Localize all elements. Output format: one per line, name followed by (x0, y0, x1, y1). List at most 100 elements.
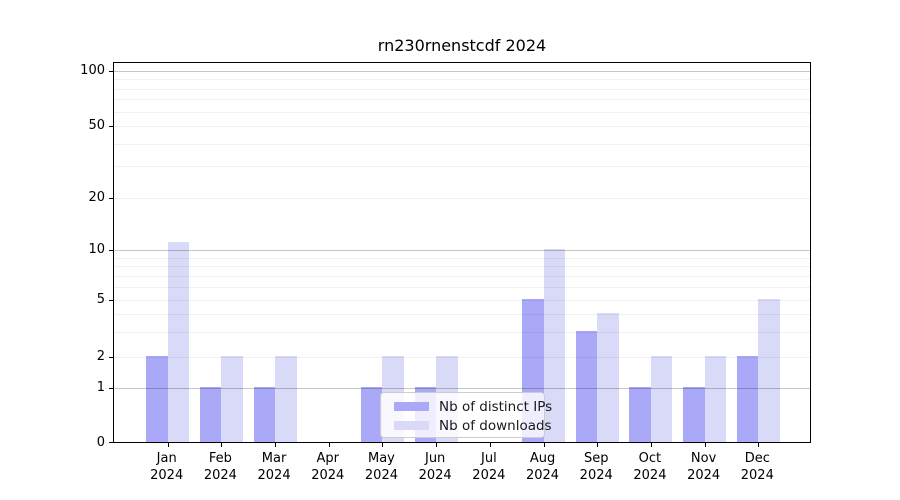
x-tick-oct (650, 443, 652, 447)
x-tick-year: 2024 (472, 468, 506, 483)
y-tick-5 (109, 300, 113, 301)
x-tick-month: Jun (424, 451, 446, 466)
x-tick-label-jul: Jul 2024 (449, 450, 529, 484)
x-tick-month: Sep (583, 451, 609, 466)
y-tick-1 (109, 388, 113, 389)
chart-title: rn230rnenstcdf 2024 (377, 36, 547, 55)
bar-nb-of-downloads-dec (758, 299, 780, 442)
gridline-minor-40 (114, 143, 810, 145)
x-tick-label-feb: Feb 2024 (180, 450, 260, 484)
x-tick-label-sep: Sep 2024 (556, 450, 636, 484)
gridline-minor-6 (114, 286, 810, 288)
legend-row-nb-of-downloads: Nb of downloads (381, 416, 552, 435)
x-tick-feb (221, 443, 223, 447)
y-tick-10 (109, 250, 113, 251)
gridline-minor-20 (114, 198, 810, 199)
x-tick-label-jan: Jan 2024 (127, 450, 207, 484)
y-tick-label-20: 20 (88, 190, 105, 205)
gridline-minor-80 (114, 88, 810, 90)
x-tick-apr (328, 443, 330, 447)
bar-nb-of-distinct-ips-sep (575, 330, 598, 442)
bar-nb-of-distinct-ips-may (360, 387, 383, 442)
y-tick-0 (109, 442, 113, 443)
gridline-minor-70 (114, 99, 810, 101)
x-tick-year: 2024 (311, 468, 345, 483)
y-tick-label-100: 100 (80, 63, 105, 78)
y-tick-2 (109, 357, 113, 358)
bar-nb-of-distinct-ips-mar (253, 387, 276, 442)
x-tick-aug (543, 443, 545, 447)
gridline-minor-30 (114, 166, 810, 168)
y-tick-50 (109, 126, 113, 127)
bar-nb-of-downloads-oct (650, 356, 673, 442)
y-tick-label-1: 1 (96, 380, 105, 395)
bar-nb-of-downloads-mar (275, 356, 297, 442)
gridline-minor-50 (114, 126, 810, 127)
gridline-major-1 (114, 388, 810, 389)
x-tick-month: Jul (481, 451, 497, 466)
x-tick-year: 2024 (740, 468, 774, 483)
y-tick-label-10: 10 (88, 242, 105, 257)
gridline-minor-90 (114, 79, 810, 81)
x-tick-year: 2024 (525, 468, 560, 483)
gridline-minor-2 (114, 357, 810, 358)
x-tick-nov (704, 443, 706, 447)
x-tick-month: Apr (316, 451, 340, 466)
y-tick-label-50: 50 (88, 118, 105, 133)
legend-swatch-nb-of-downloads (394, 421, 429, 430)
x-tick-sep (597, 443, 599, 447)
x-tick-year: 2024 (418, 468, 452, 483)
x-tick-month: Mar (261, 451, 287, 466)
bar-nb-of-downloads-sep (597, 312, 619, 442)
x-tick-label-dec: Dec 2024 (717, 450, 797, 484)
bar-nb-of-distinct-ips-feb (199, 387, 222, 442)
gridline-minor-3 (114, 331, 810, 333)
bar-nb-of-downloads-nov (704, 356, 727, 442)
legend-row-nb-of-distinct-ips: Nb of distinct IPs (381, 397, 552, 416)
y-tick-label-2: 2 (96, 349, 105, 364)
gridline-minor-9 (114, 257, 810, 259)
gridline-minor-60 (114, 111, 810, 113)
x-tick-label-nov: Nov 2024 (664, 450, 744, 484)
x-tick-month: Feb (208, 451, 232, 466)
x-tick-label-mar: Mar 2024 (234, 450, 314, 484)
x-tick-month: Aug (529, 451, 556, 466)
bar-nb-of-downloads-jan (167, 241, 190, 442)
x-tick-dec (758, 443, 760, 447)
x-tick-jun (436, 443, 438, 447)
x-tick-label-may: May 2024 (341, 450, 421, 484)
bar-nb-of-distinct-ips-oct (629, 387, 651, 442)
plot-area (109, 62, 811, 447)
y-tick-label-0: 0 (96, 435, 105, 450)
x-tick-year: 2024 (633, 468, 667, 483)
x-tick-year: 2024 (257, 468, 291, 483)
x-tick-year: 2024 (687, 468, 721, 483)
bar-nb-of-downloads-feb (221, 356, 243, 442)
x-tick-label-apr: Apr 2024 (288, 450, 368, 484)
legend-label-nb-of-downloads: Nb of downloads (439, 417, 552, 434)
y-tick-label-5: 5 (96, 292, 105, 307)
x-tick-year: 2024 (203, 468, 237, 483)
gridline-major-10 (114, 250, 810, 251)
gridline-minor-8 (114, 266, 810, 268)
x-tick-label-aug: Aug 2024 (503, 450, 583, 484)
x-tick-year: 2024 (579, 468, 613, 483)
legend-swatch-nb-of-distinct-ips (394, 402, 429, 411)
x-tick-month: May (368, 451, 395, 466)
x-tick-jan (167, 443, 169, 447)
bar-nb-of-distinct-ips-nov (683, 387, 705, 442)
x-tick-year: 2024 (150, 468, 184, 483)
x-tick-month: Oct (638, 451, 662, 466)
bar-nb-of-distinct-ips-dec (736, 356, 759, 442)
x-tick-mar (275, 443, 277, 447)
x-tick-month: Jan (156, 451, 177, 466)
x-tick-label-jun: Jun 2024 (395, 450, 475, 484)
gridline-minor-5 (114, 300, 810, 301)
bar-nb-of-distinct-ips-jan (146, 356, 168, 442)
x-tick-month: Dec (744, 451, 770, 466)
legend: Nb of distinct IPs Nb of downloads (380, 392, 552, 438)
bar-nb-of-downloads-aug (543, 249, 566, 442)
x-tick-label-oct: Oct 2024 (610, 450, 690, 484)
gridline-minor-4 (114, 313, 810, 315)
